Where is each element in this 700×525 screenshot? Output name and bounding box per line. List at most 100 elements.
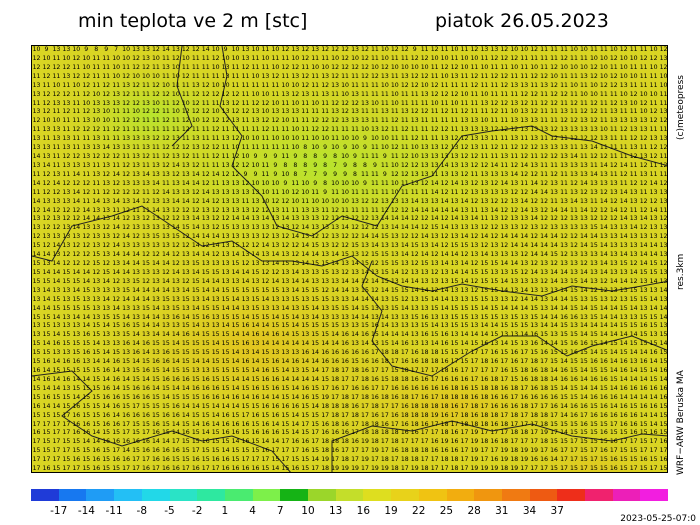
temperature-value: 16	[271, 402, 280, 410]
temperature-value: 14	[122, 260, 131, 267]
temperature-value: 18	[341, 456, 349, 464]
temperature-value: 17	[470, 358, 479, 366]
temperature-value: 12	[361, 251, 369, 259]
temperature-value: 14	[649, 277, 658, 285]
temperature-value: 12	[52, 206, 61, 214]
temperature-value: 17	[311, 438, 320, 446]
temperature-value: 9	[333, 170, 338, 178]
temperature-value: 14	[271, 438, 280, 446]
temperature-value: 17	[301, 420, 310, 428]
temperature-value: 13	[589, 179, 598, 187]
temperature-value: 13	[241, 233, 250, 241]
temperature-value: 15	[152, 233, 160, 241]
temperature-value: 14	[619, 277, 628, 285]
temperature-value: 12	[321, 46, 330, 53]
temperature-value: 12	[550, 153, 558, 160]
temperature-value: 17	[420, 367, 429, 374]
temperature-value: 12	[72, 242, 81, 250]
temperature-value: 18	[361, 420, 369, 428]
temperature-value: 12	[341, 54, 349, 62]
temperature-value: 15	[361, 286, 369, 294]
temperature-value: 14	[181, 286, 190, 294]
temperature-value: 16	[599, 393, 608, 401]
temperature-value: 15	[450, 340, 459, 348]
temperature-value: 15	[390, 304, 399, 312]
temperature-value: 12	[579, 108, 588, 116]
temperature-value: 11	[560, 135, 568, 143]
temperature-value: 16	[271, 331, 280, 339]
temperature-value: 12	[570, 179, 578, 187]
temperature-value: 14	[112, 411, 121, 419]
temperature-value: 15	[62, 402, 71, 410]
temperature-value: 15	[231, 367, 240, 374]
model-label: WRF−ARW Beruska MA	[676, 370, 686, 475]
temperature-value: 14	[301, 251, 310, 259]
temperature-value: 14	[221, 402, 230, 410]
temperature-value: 16	[82, 429, 91, 437]
temperature-value: 17	[560, 456, 568, 464]
temperature-value: 16	[659, 393, 668, 401]
temperature-value: 12	[281, 197, 290, 205]
temperature-value: 13	[420, 242, 429, 250]
temperature-value: 14	[281, 358, 290, 366]
temperature-value: 16	[32, 429, 41, 437]
temperature-value: 17	[142, 429, 150, 437]
temperature-value: 9	[323, 170, 328, 178]
temperature-value: 13	[92, 144, 101, 152]
temperature-value: 11	[430, 108, 439, 116]
temperature-value: 13	[171, 179, 180, 187]
temperature-value: 15	[311, 411, 320, 419]
temperature-value: 17	[579, 465, 588, 473]
temperature-value: 12	[331, 72, 340, 80]
temperature-value: 13	[201, 215, 210, 223]
temperature-value: 15	[550, 384, 558, 392]
temperature-value: 16	[450, 402, 459, 410]
temperature-value: 13	[142, 46, 150, 53]
temperature-value: 14	[201, 429, 210, 437]
temperature-value: 12	[211, 126, 220, 134]
temperature-value: 17	[480, 349, 489, 357]
temperature-value: 12	[390, 117, 399, 125]
temperature-value: 11	[579, 54, 588, 62]
temperature-value: 15	[550, 420, 558, 428]
temperature-value: 15	[629, 456, 638, 464]
temperature-value: 16	[619, 420, 628, 428]
temperature-value: 15	[380, 251, 389, 259]
temperature-value: 13	[370, 340, 379, 348]
temperature-value: 10	[450, 46, 459, 53]
temperature-value: 13	[102, 340, 111, 348]
temperature-value: 13	[579, 197, 588, 205]
temperature-value: 19	[430, 411, 439, 419]
temperature-value: 15	[42, 447, 51, 455]
temperature-value: 16	[619, 358, 628, 366]
temperature-value: 13	[132, 313, 140, 321]
temperature-value: 12	[201, 108, 210, 116]
temperature-value: 14	[42, 286, 51, 294]
temperature-value: 11	[629, 108, 638, 116]
temperature-value: 13	[191, 144, 200, 152]
temperature-value: 15	[92, 251, 101, 259]
temperature-value: 15	[570, 286, 578, 294]
temperature-value: 10	[659, 81, 668, 89]
temperature-value: 10	[281, 188, 290, 196]
temperature-value: 15	[181, 358, 190, 366]
temperature-value: 11	[92, 179, 101, 187]
temperature-value: 12	[261, 268, 270, 276]
temperature-value: 18	[400, 411, 409, 419]
temperature-value: 13	[92, 170, 101, 178]
temperature-value: 11	[72, 135, 81, 143]
temperature-value: 18	[440, 456, 449, 464]
temperature-value: 9	[323, 153, 328, 160]
temperature-value: 13	[102, 99, 111, 107]
temperature-value: 15	[122, 358, 131, 366]
temperature-value: 16	[400, 358, 409, 366]
temperature-value: 16	[440, 447, 449, 455]
temperature-value: 15	[72, 367, 81, 374]
temperature-value: 15	[52, 411, 61, 419]
temperature-value: 11	[251, 144, 260, 152]
temperature-value: 13	[520, 215, 529, 223]
temperature-value: 17	[211, 465, 220, 473]
temperature-value: 12	[510, 206, 519, 214]
temperature-value: 13	[122, 81, 131, 89]
temperature-value: 14	[142, 313, 150, 321]
